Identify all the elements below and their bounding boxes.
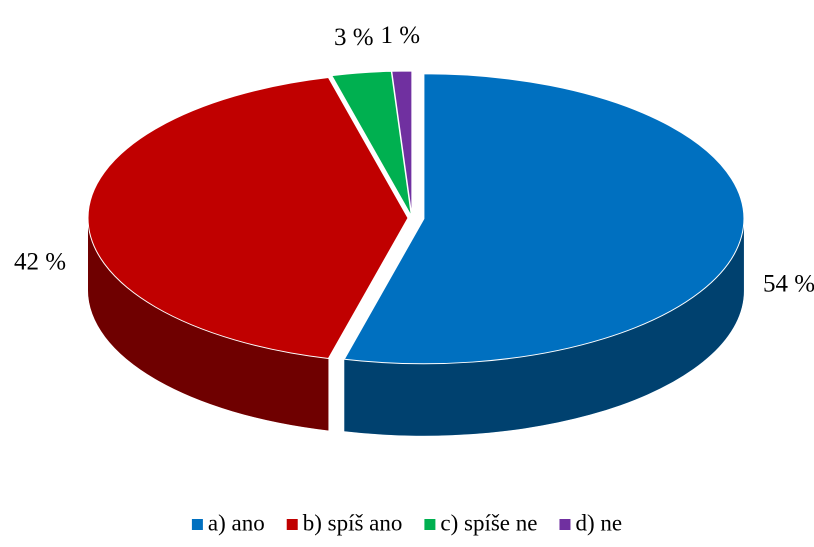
legend-label: d) ne (575, 510, 622, 535)
data-label: 1 % (381, 22, 421, 49)
legend-label: c) spíše ne (440, 510, 537, 535)
legend-label: b) spíš ano (303, 510, 403, 535)
pie-tops (87, 70, 745, 365)
data-label: 54 % (763, 270, 814, 297)
legend-swatch (559, 519, 571, 530)
slice-top (330, 70, 412, 217)
slice-side-shade (88, 218, 329, 431)
slice-side-shade (344, 218, 744, 436)
legend-swatch (424, 519, 436, 530)
data-label: 3 % (334, 24, 374, 51)
legend-label: a) ano (208, 510, 265, 535)
slice-top (391, 70, 413, 217)
slice-side (344, 218, 744, 436)
slice-top (343, 73, 745, 365)
legend: a) ano b) spíš ano c) spíše ne d) ne (191, 510, 622, 535)
slice-top (87, 77, 409, 359)
data-label: 42 % (14, 249, 66, 276)
slice-side (88, 218, 329, 431)
legend-swatch (286, 519, 298, 530)
legend-swatch (191, 519, 203, 530)
pie-sides (88, 218, 744, 436)
